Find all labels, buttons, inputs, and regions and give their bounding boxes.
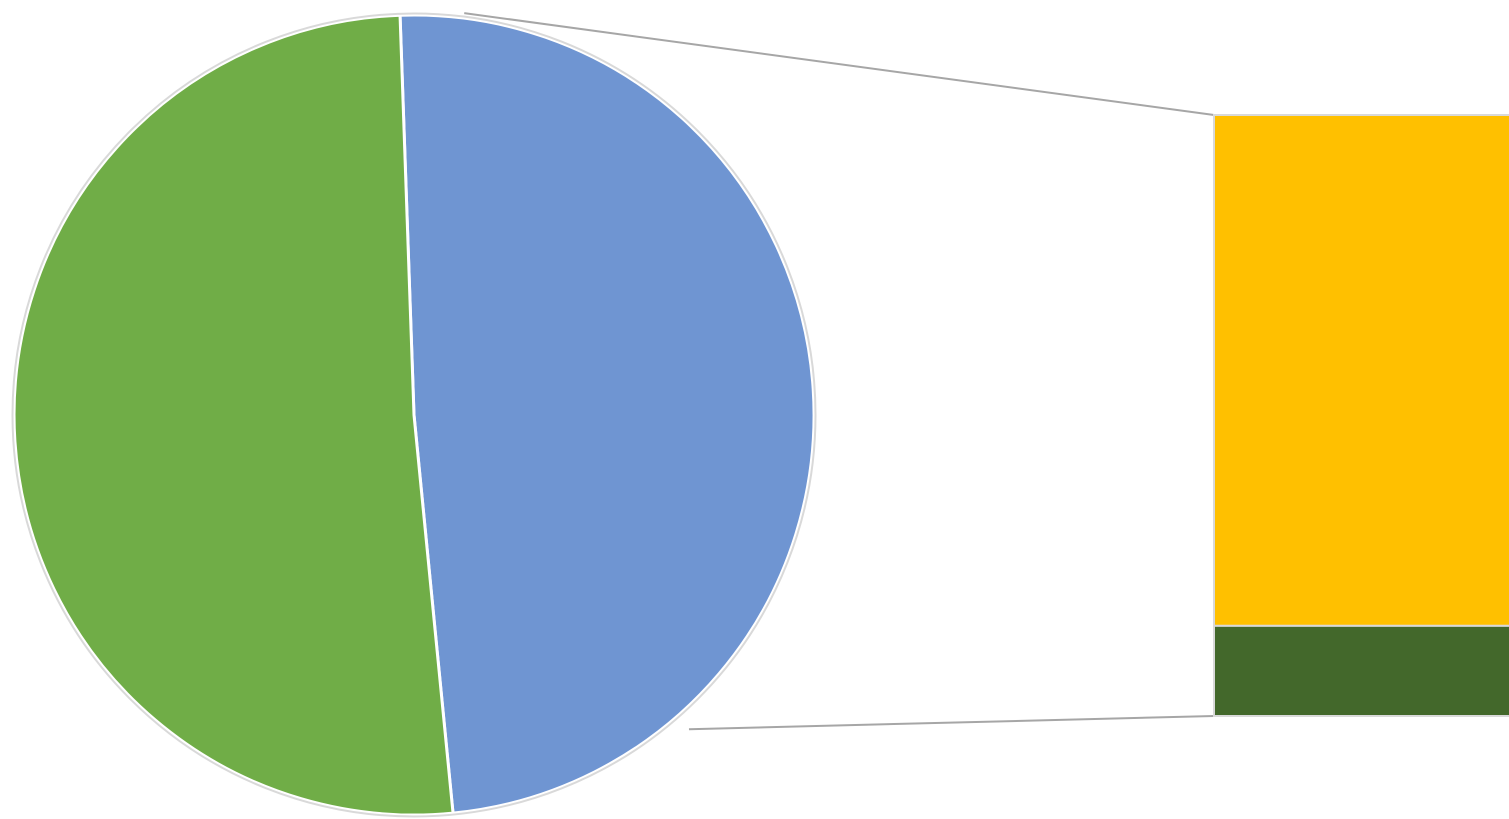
pie-outline	[11, 12, 817, 818]
bar-segment-1	[1213, 114, 1509, 627]
pie-slice-2	[12, 13, 455, 817]
bar-segment-2	[1213, 624, 1509, 717]
connector-line-bottom	[688, 715, 1215, 731]
connector-line-top	[464, 12, 1215, 116]
bar-group	[1213, 114, 1509, 717]
connector-lines	[464, 12, 1215, 731]
pie-group	[11, 12, 817, 818]
pie-slice-1	[398, 13, 816, 815]
